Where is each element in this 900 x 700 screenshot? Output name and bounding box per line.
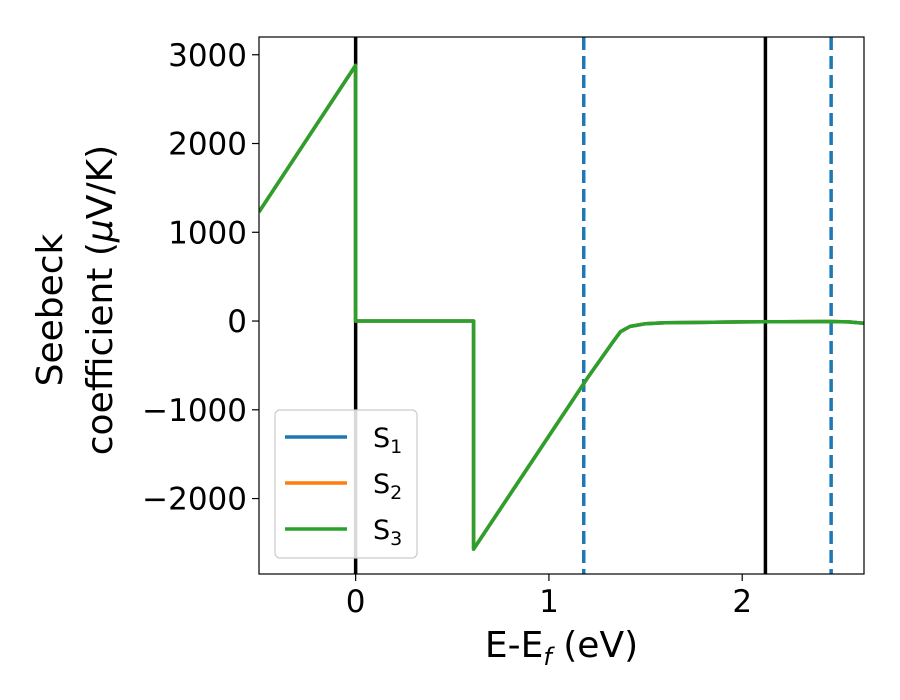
- y-tick-label: 1000: [168, 215, 247, 251]
- y-tick-label: 0: [227, 304, 247, 340]
- y-tick-label: −1000: [142, 393, 247, 429]
- y-tick-label: 3000: [168, 38, 247, 74]
- legend-label-S2: S2: [373, 469, 402, 504]
- axis-ticks: 0 1 2 −2000 −1000 0 1000 2000 3000: [142, 38, 752, 620]
- plot-frame: [258, 36, 865, 575]
- plot-area: [259, 37, 864, 574]
- x-tick-label: 1: [539, 584, 559, 620]
- y-tick-label: −2000: [142, 482, 247, 518]
- x-axis-label: E-Ef (eV): [485, 625, 638, 671]
- x-tick-label: 0: [346, 584, 366, 620]
- y-axis-label-line1: Seebeck: [30, 233, 71, 386]
- legend-label-S1: S1: [373, 423, 402, 458]
- legend: S1 S2 S3: [274, 409, 418, 559]
- y-tick-label: 2000: [168, 127, 247, 163]
- y-axis-label-line2: coefficient (μV/K): [80, 145, 121, 455]
- legend-label-S3: S3: [373, 515, 402, 550]
- x-tick-label: 2: [732, 584, 752, 620]
- series-line-S3: [259, 63, 864, 551]
